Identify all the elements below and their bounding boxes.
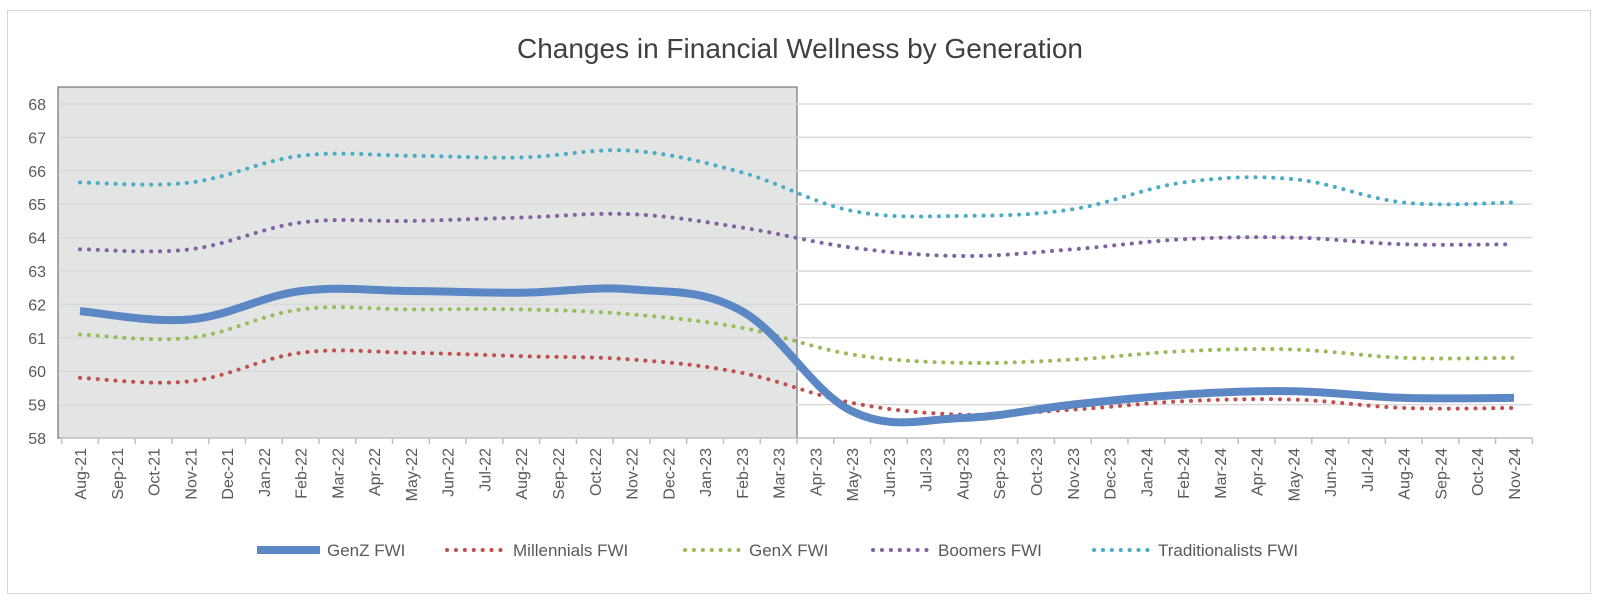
shaded-region xyxy=(57,86,798,439)
x-tick-label: Feb-24 xyxy=(1176,448,1193,499)
x-tick-label: Oct-24 xyxy=(1470,448,1487,496)
x-tick-label: Mar-24 xyxy=(1213,448,1230,499)
y-tick-label: 58 xyxy=(28,431,46,448)
x-tick-label: Feb-22 xyxy=(294,448,311,499)
x-tick-label: Aug-21 xyxy=(73,448,90,500)
x-tick-label: Dec-21 xyxy=(220,448,237,500)
y-tick-label: 65 xyxy=(28,197,46,214)
y-tick-label: 59 xyxy=(28,398,46,415)
legend-label-genz-fwi: GenZ FWI xyxy=(327,541,405,560)
legend-label-millennials-fwi: Millennials FWI xyxy=(513,541,628,560)
x-tick-label: Sep-22 xyxy=(551,448,568,500)
y-tick-label: 64 xyxy=(28,231,46,248)
x-tick-label: Mar-22 xyxy=(330,448,347,499)
chart-title: Changes in Financial Wellness by Generat… xyxy=(516,33,1083,64)
x-tick-label: Jul-22 xyxy=(477,448,494,492)
x-tick-label: Apr-22 xyxy=(367,448,384,496)
series-traditionalists-fwi-line xyxy=(78,148,1516,219)
x-tick-label: May-22 xyxy=(404,448,421,501)
x-tick-label: Oct-21 xyxy=(147,448,164,496)
x-tick-label: May-23 xyxy=(845,448,862,501)
legend-label-traditionalists-fwi: Traditionalists FWI xyxy=(1158,541,1298,560)
series-millennials-fwi-line xyxy=(78,348,1516,417)
x-tick-label: Apr-23 xyxy=(808,448,825,496)
x-tick-label: Nov-22 xyxy=(625,448,642,500)
x-tick-label: Sep-24 xyxy=(1433,448,1450,500)
legend-label-genx-fwi: GenX FWI xyxy=(749,541,828,560)
y-tick-label: 62 xyxy=(28,297,46,314)
x-tick-label: Mar-23 xyxy=(772,448,789,499)
x-tick-label: Oct-22 xyxy=(588,448,605,496)
y-tick-label: 60 xyxy=(28,364,46,381)
x-tick-label: Apr-24 xyxy=(1250,448,1267,496)
x-tick-label: May-24 xyxy=(1286,448,1303,501)
x-tick-label: Nov-23 xyxy=(1066,448,1083,500)
x-tick-label: Jul-24 xyxy=(1360,448,1377,492)
x-tick-label: Jun-23 xyxy=(882,448,899,497)
x-tick-label: Aug-23 xyxy=(955,448,972,500)
x-tick-label: Aug-24 xyxy=(1397,448,1414,500)
series-boomers-fwi-line xyxy=(78,211,1516,258)
x-tick-label: Feb-23 xyxy=(735,448,752,499)
x-tick-label: Nov-24 xyxy=(1507,448,1524,500)
x-tick-label: Dec-23 xyxy=(1103,448,1120,500)
x-tick-label: Jul-23 xyxy=(919,448,936,492)
x-tick-label: Jun-22 xyxy=(441,448,458,497)
x-tick-label: Dec-22 xyxy=(661,448,678,500)
x-tick-label: Jun-24 xyxy=(1323,448,1340,497)
x-tick-label: Sep-21 xyxy=(110,448,127,500)
y-tick-label: 63 xyxy=(28,264,46,281)
x-tick-label: Jan-22 xyxy=(257,448,274,497)
y-tick-label: 61 xyxy=(28,331,46,348)
x-tick-label: Jan-24 xyxy=(1139,448,1156,497)
y-tick-label: 66 xyxy=(28,164,46,181)
y-tick-label: 68 xyxy=(28,97,46,114)
x-tick-label: Oct-23 xyxy=(1029,448,1046,496)
y-tick-label: 67 xyxy=(28,130,46,147)
x-tick-label: Nov-21 xyxy=(183,448,200,500)
x-tick-label: Jan-23 xyxy=(698,448,715,497)
series-genz-fwi-line xyxy=(79,284,1515,427)
series-genx-fwi-line xyxy=(78,305,1516,366)
x-tick-label: Sep-23 xyxy=(992,448,1009,500)
x-tick-label: Aug-22 xyxy=(514,448,531,500)
legend-label-boomers-fwi: Boomers FWI xyxy=(938,541,1042,560)
